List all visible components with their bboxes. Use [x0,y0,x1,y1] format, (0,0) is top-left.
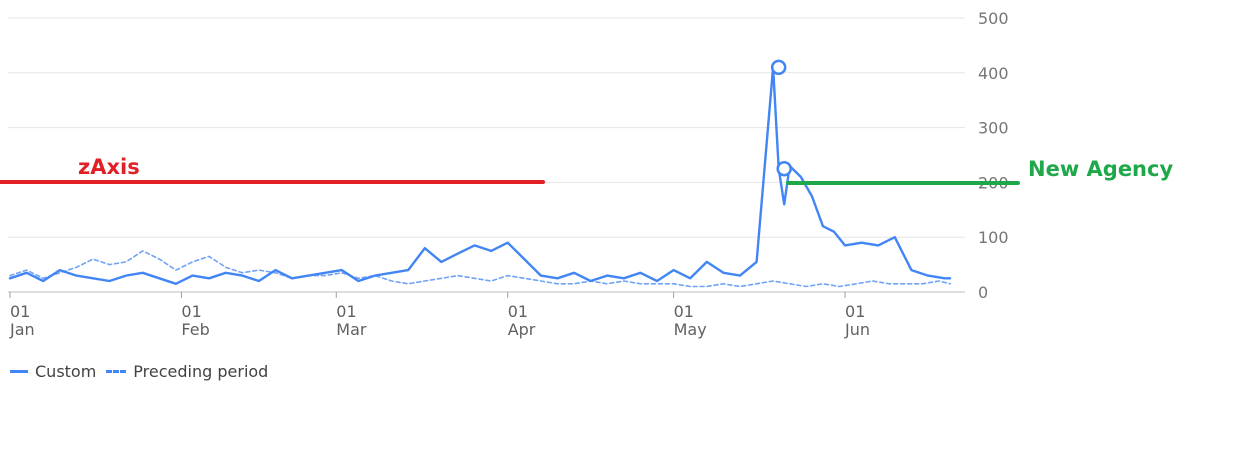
y-tick-label: 300 [978,119,1009,138]
x-tick-month: Apr [508,320,536,339]
annotation-lines [0,180,1020,185]
x-tick-month: Jan [9,320,35,339]
highlight-point [776,160,792,177]
y-tick-label: 100 [978,228,1009,247]
x-tick-day: 01 [845,302,865,321]
y-tick-label: 500 [978,9,1009,28]
x-tick-day: 01 [508,302,528,321]
x-tick-day: 01 [674,302,694,321]
series-lines [8,59,952,288]
legend-label-custom: Custom [35,362,97,381]
x-tick-month: Jun [844,320,870,339]
x-tick-day: 01 [336,302,356,321]
series-line-custom [8,66,952,285]
annotation-label-zaxis: zAxis [78,155,140,179]
x-tick-month: Feb [181,320,209,339]
legend-swatch-solid [10,370,28,373]
x-tick-month: Mar [336,320,367,339]
y-tick-label: 400 [978,64,1009,83]
chart-legend: Custom Preceding period [10,362,278,381]
x-tick-day: 01 [10,302,30,321]
legend-item-preceding-period[interactable]: Preceding period [106,362,268,381]
gridlines [8,17,965,293]
annotation-label-new-agency: New Agency [1028,157,1174,181]
series-line-preceding-period [9,250,951,288]
legend-item-custom[interactable]: Custom [10,362,96,381]
legend-label-preceding-period: Preceding period [133,362,269,381]
x-tick-month: May [674,320,707,339]
highlight-point [770,59,787,76]
x-tick-day: 01 [181,302,201,321]
y-tick-label: 0 [978,283,988,302]
legend-swatch-dashed [106,370,127,373]
